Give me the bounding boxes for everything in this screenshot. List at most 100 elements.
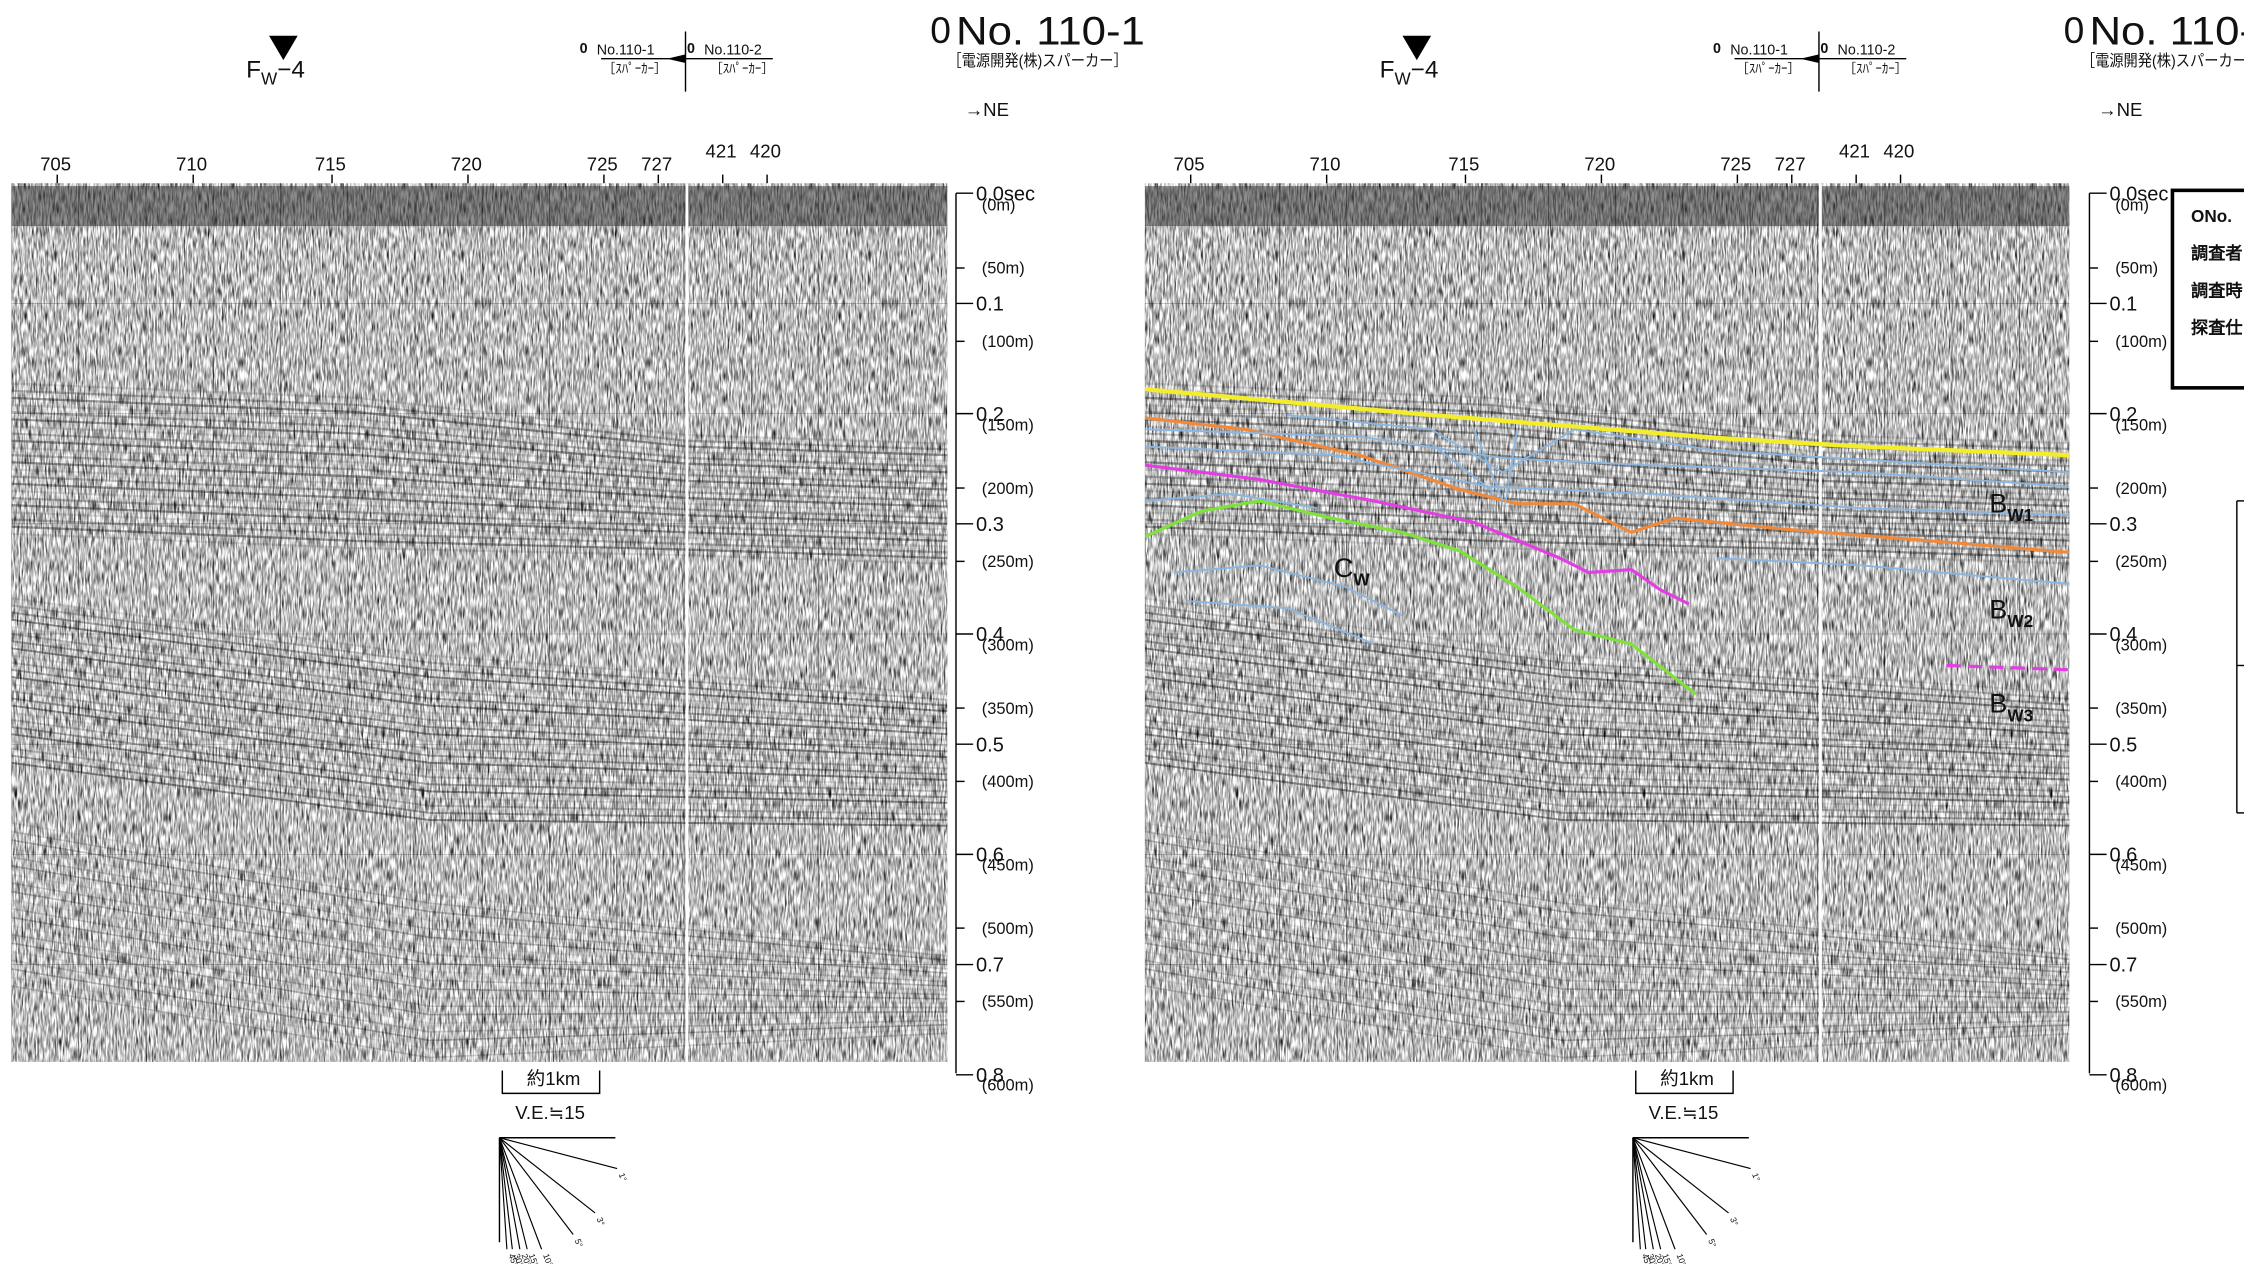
reflector <box>1144 439 2070 491</box>
scale-ve: V.E.≒15 <box>515 1102 585 1123</box>
reflector <box>11 733 948 804</box>
depth-label: (400m) <box>2115 773 2167 791</box>
reflector <box>1144 873 2070 978</box>
shot-point: 421 <box>1839 140 1870 161</box>
direction: →NE <box>965 99 1009 120</box>
unit-sub: W1 <box>2007 505 2033 525</box>
depth-label: (250m) <box>982 553 1034 571</box>
reflector <box>11 525 948 560</box>
shot-point: 725 <box>1720 153 1751 174</box>
reflector <box>1144 647 2070 735</box>
fan-line <box>1632 1137 1654 1250</box>
reflector <box>11 882 948 983</box>
fan-label: 30° <box>1645 1252 1659 1264</box>
reflector <box>1144 899 2070 991</box>
shot-point: 727 <box>1775 153 1806 174</box>
fan-label: 5° <box>1706 1238 1718 1249</box>
reflector <box>1144 532 2070 565</box>
scale-distance: 約1km <box>1660 1068 1714 1089</box>
reflector <box>1144 597 2070 695</box>
info-label: 調査者 <box>2191 243 2242 263</box>
reflector <box>11 504 948 543</box>
fan-line <box>499 1137 596 1214</box>
time-label: 0.5 <box>2109 734 2137 756</box>
minor-horizons <box>1144 414 2070 645</box>
panel-interpreted: FW−40 No.110-1［ｽﾊﾟｰｶｰ］0 No.110-2［ｽﾊﾟｰｶｰ］0 N… <box>1144 9 2244 1264</box>
reflector <box>1144 525 2070 559</box>
depth-label: (500m) <box>982 920 1034 938</box>
reflector <box>1144 718 2070 793</box>
reflector <box>11 482 948 525</box>
depth-label: (400m) <box>982 773 1034 791</box>
depth-label: (300m) <box>982 636 1034 654</box>
depth-label: (150m) <box>982 416 1034 434</box>
fan-line <box>1632 1137 1708 1235</box>
time-label: 0.0sec <box>2109 183 2168 205</box>
fan-line <box>1632 1137 1676 1250</box>
fan-label: 20° <box>1653 1252 1667 1264</box>
unit-sub: W2 <box>2007 611 2033 631</box>
reflector <box>11 822 948 953</box>
depth-label: (200m) <box>2115 480 2167 498</box>
fault-label: FW−4 <box>246 56 305 88</box>
fan-line <box>1632 1137 1647 1250</box>
unit-main: B <box>1989 593 2007 624</box>
key-source: ［ｽﾊﾟｰｶｰ］ <box>1736 61 1800 76</box>
fault-sub: W <box>261 68 278 88</box>
depth-label: (600m) <box>982 1077 1034 1095</box>
reflector <box>11 747 948 816</box>
shot-point: 420 <box>750 140 781 161</box>
reflector <box>11 625 948 719</box>
reflector <box>1144 425 2070 479</box>
fan-line <box>498 1137 521 1250</box>
scale-distance: 約1km <box>527 1068 581 1089</box>
reflector <box>1144 496 2070 537</box>
reflector <box>1144 403 2070 462</box>
key-line: No.110-1 <box>1730 42 1788 58</box>
reflector <box>11 475 948 520</box>
reflector <box>1144 925 2070 1004</box>
time-label: 0.2 <box>2109 404 2137 426</box>
shot-point: 705 <box>40 153 71 174</box>
unit-label: BW3 <box>1989 688 2033 726</box>
reflector <box>11 618 948 713</box>
reflector <box>11 403 948 462</box>
seismic-section <box>11 183 948 1062</box>
reflector <box>11 425 948 480</box>
reflector <box>1144 890 2070 987</box>
horizon-magenta <box>1144 463 1690 606</box>
reflector <box>11 847 948 966</box>
reflector <box>1144 611 2070 706</box>
info-label: 調査時 <box>2191 280 2242 300</box>
reflector <box>11 411 948 468</box>
depth-label: (200m) <box>982 480 1034 498</box>
time-label: 0.3 <box>2109 514 2137 536</box>
reflector <box>1144 950 2070 1025</box>
reflector <box>11 382 948 445</box>
fan-line <box>498 1137 508 1250</box>
line-source: ［電源開発(株)スパーカー］ <box>2081 52 2244 70</box>
reflector <box>11 675 948 759</box>
reflector <box>1144 453 2070 502</box>
fan-label: 45° <box>1640 1252 1654 1264</box>
depth-label: (600m) <box>2115 1077 2167 1095</box>
time-label: 0.1 <box>2109 294 2137 316</box>
shot-point: 710 <box>176 153 207 174</box>
time-label: 0.1 <box>976 294 1004 316</box>
reflector <box>11 668 948 753</box>
reflector <box>1144 856 2070 969</box>
unit-label: CW <box>1334 552 1371 590</box>
reflector <box>1144 683 2070 764</box>
depth-label: (350m) <box>2115 700 2167 718</box>
fan-label: 10° <box>1675 1252 1689 1264</box>
time-label: 0.3 <box>976 514 1004 536</box>
reflector <box>11 396 948 457</box>
reflector <box>1144 461 2070 508</box>
reflector <box>11 439 948 491</box>
line-source: ［電源開発(株)スパーカー］ <box>947 52 1127 70</box>
reflector <box>1144 733 2070 804</box>
reflector <box>11 697 948 776</box>
